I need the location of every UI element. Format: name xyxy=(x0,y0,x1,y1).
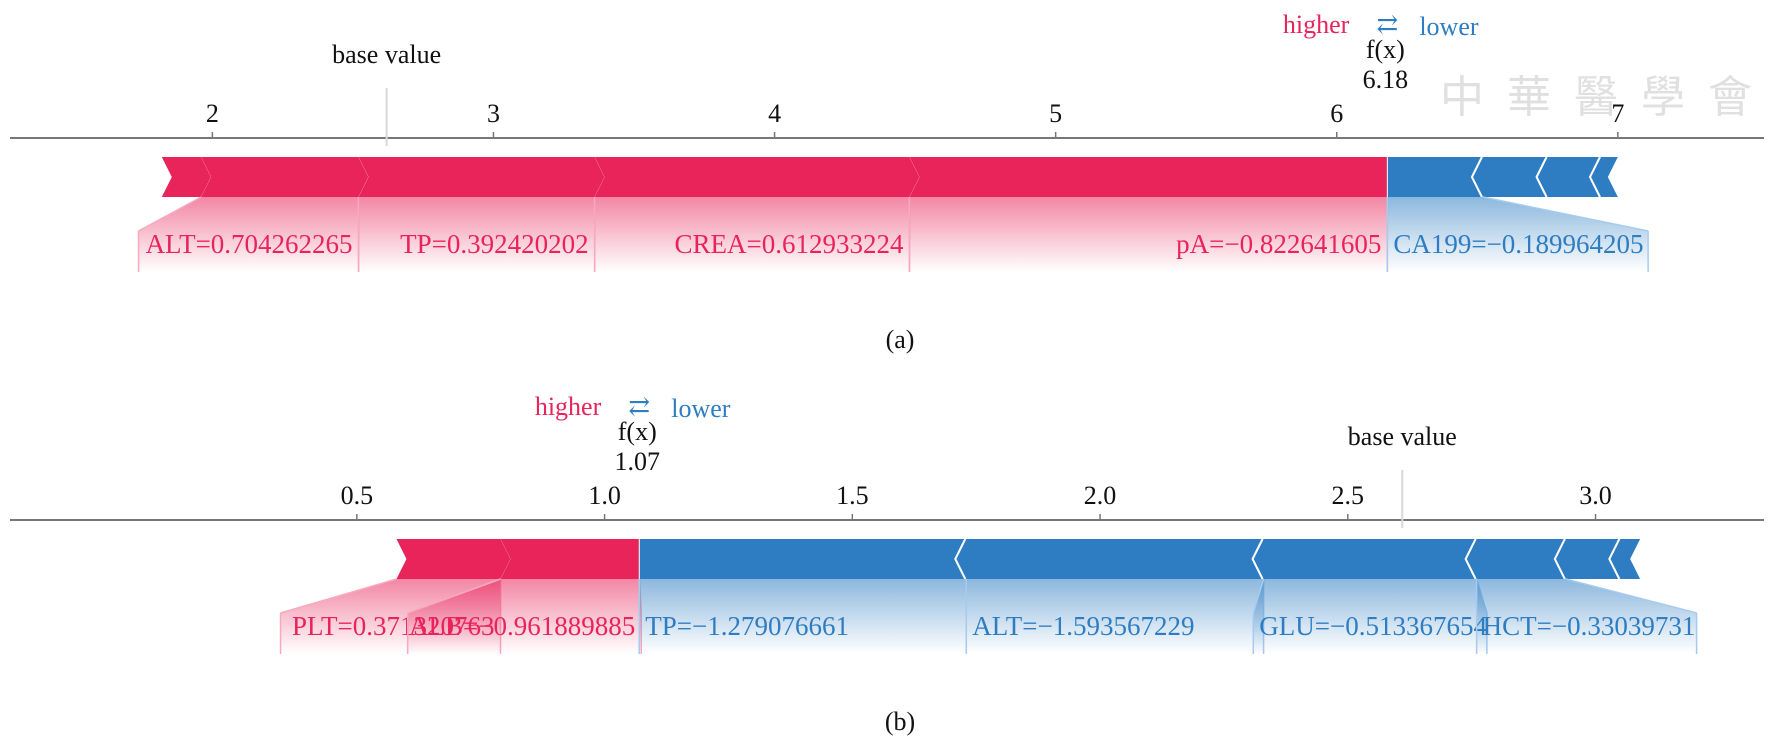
feature-label: HCT=−0.33039731 xyxy=(1483,611,1696,641)
panel-caption: (b) xyxy=(885,707,915,736)
feature-label: ALB=−0.961889885 xyxy=(409,611,635,641)
positive-label-band xyxy=(407,579,642,654)
segment-separator xyxy=(1470,156,1483,198)
feature-label: TP=−1.279076661 xyxy=(645,611,849,641)
negative-bar-segment xyxy=(1555,539,1621,579)
feature-label: TP=0.392420202 xyxy=(400,229,589,259)
negative-bar-segment xyxy=(1466,539,1566,579)
swap-arrows-icon: ⇄ xyxy=(628,392,650,421)
segment-separator xyxy=(1608,538,1621,580)
swap-arrows-icon: ⇄ xyxy=(1376,10,1398,39)
feature-label: ALT=0.704262265 xyxy=(146,229,353,259)
negative-bar-segment xyxy=(1387,157,1483,197)
feature-label: pA=−0.822641605 xyxy=(1176,229,1381,259)
negative-bar-segment xyxy=(639,539,967,579)
axis-ticks-a: 2 3 4 5 6 7 xyxy=(10,88,1764,146)
label-connector xyxy=(138,196,202,232)
positive-bar-segment xyxy=(594,157,920,197)
positive-label-band xyxy=(909,197,1388,272)
fx-value: 6.18 xyxy=(1363,65,1409,94)
negative-bar-segment xyxy=(1610,539,1641,579)
positive-bar-segment xyxy=(358,157,605,197)
negative-label-band xyxy=(966,579,1264,654)
fx-label: f(x) xyxy=(1366,35,1405,64)
negative-bar-segment xyxy=(1472,157,1548,197)
label-connector xyxy=(1482,196,1649,232)
lower-legend-label: lower xyxy=(1419,12,1479,41)
segment-separator xyxy=(954,538,967,580)
segment-separator xyxy=(1251,538,1264,580)
positive-label-band xyxy=(138,197,359,272)
label-connector xyxy=(407,578,501,614)
axis-ticks-b: 0.5 1.0 1.5 2.0 2.5 3.0 xyxy=(10,470,1764,528)
positive-bar-segment xyxy=(909,157,1388,197)
tick-label: 5 xyxy=(1049,99,1062,128)
negative-bar-segment xyxy=(1537,157,1601,197)
tick-label: 6 xyxy=(1330,99,1343,128)
bars-b xyxy=(396,538,1641,654)
positive-label-band xyxy=(594,197,910,272)
tick-label: 1.5 xyxy=(836,481,869,510)
negative-label-band xyxy=(1476,579,1697,654)
force-plot-b: 0.5 1.0 1.5 2.0 2.5 3.0 PLT=0.371320763ALB=−0… xyxy=(10,392,1764,736)
feature-labels-a: ALT=0.704262265 TP=0.392420202 CREA=0.6129… xyxy=(137,196,1649,272)
tick-label: 2 xyxy=(206,99,219,128)
tick-label: 2.5 xyxy=(1332,481,1365,510)
higher-legend-label: higher xyxy=(535,392,602,421)
label-connector xyxy=(1565,578,1697,614)
segment-separator xyxy=(1535,156,1548,198)
higher-legend-label: higher xyxy=(1283,10,1350,39)
feature-label: GLU=−0.513367654 xyxy=(1259,611,1487,641)
positive-bar-segment xyxy=(201,157,369,197)
positive-bar-segment xyxy=(396,539,511,579)
negative-label-band xyxy=(1253,579,1487,654)
negative-bar-segment xyxy=(956,539,1264,579)
label-connector xyxy=(1252,578,1265,614)
positive-bar-segment xyxy=(161,157,212,197)
negative-bar-segment xyxy=(1590,157,1618,197)
segment-separator xyxy=(1464,538,1477,580)
tick-label: 4 xyxy=(768,99,781,128)
fx-label: f(x) xyxy=(618,417,657,446)
lower-legend-label: lower xyxy=(671,394,731,423)
tick-label: 2.0 xyxy=(1084,481,1117,510)
tick-label: 3.0 xyxy=(1579,481,1612,510)
force-plot-a: 2 3 4 5 6 7 ALT=0.704262265 TP=0.392420202 CREA… xyxy=(10,10,1764,354)
tick-label: 0.5 xyxy=(341,481,374,510)
fx-value: 1.07 xyxy=(615,447,661,476)
feature-label: ALT=−1.593567229 xyxy=(972,611,1194,641)
negative-bar-segment xyxy=(1253,539,1477,579)
base-value-label: base value xyxy=(1348,422,1457,451)
positive-bar-segment xyxy=(500,539,640,579)
tick-label: 3 xyxy=(487,99,500,128)
negative-label-band xyxy=(1387,197,1649,272)
label-connector xyxy=(280,578,397,614)
base-value-label: base value xyxy=(332,40,441,69)
negative-label-band xyxy=(639,579,967,654)
tick-label: 1.0 xyxy=(588,481,621,510)
positive-label-band xyxy=(358,197,595,272)
panel-caption: (a) xyxy=(886,325,915,354)
feature-label: CA199=−0.189964205 xyxy=(1393,229,1643,259)
segment-separator xyxy=(1553,538,1566,580)
bars-a xyxy=(161,156,1618,272)
segment-separator xyxy=(1588,156,1601,198)
watermark-text: 中 華 醫 學 會 xyxy=(1440,73,1758,122)
feature-label: CREA=0.612933224 xyxy=(674,229,903,259)
tick-label: 7 xyxy=(1611,99,1624,128)
